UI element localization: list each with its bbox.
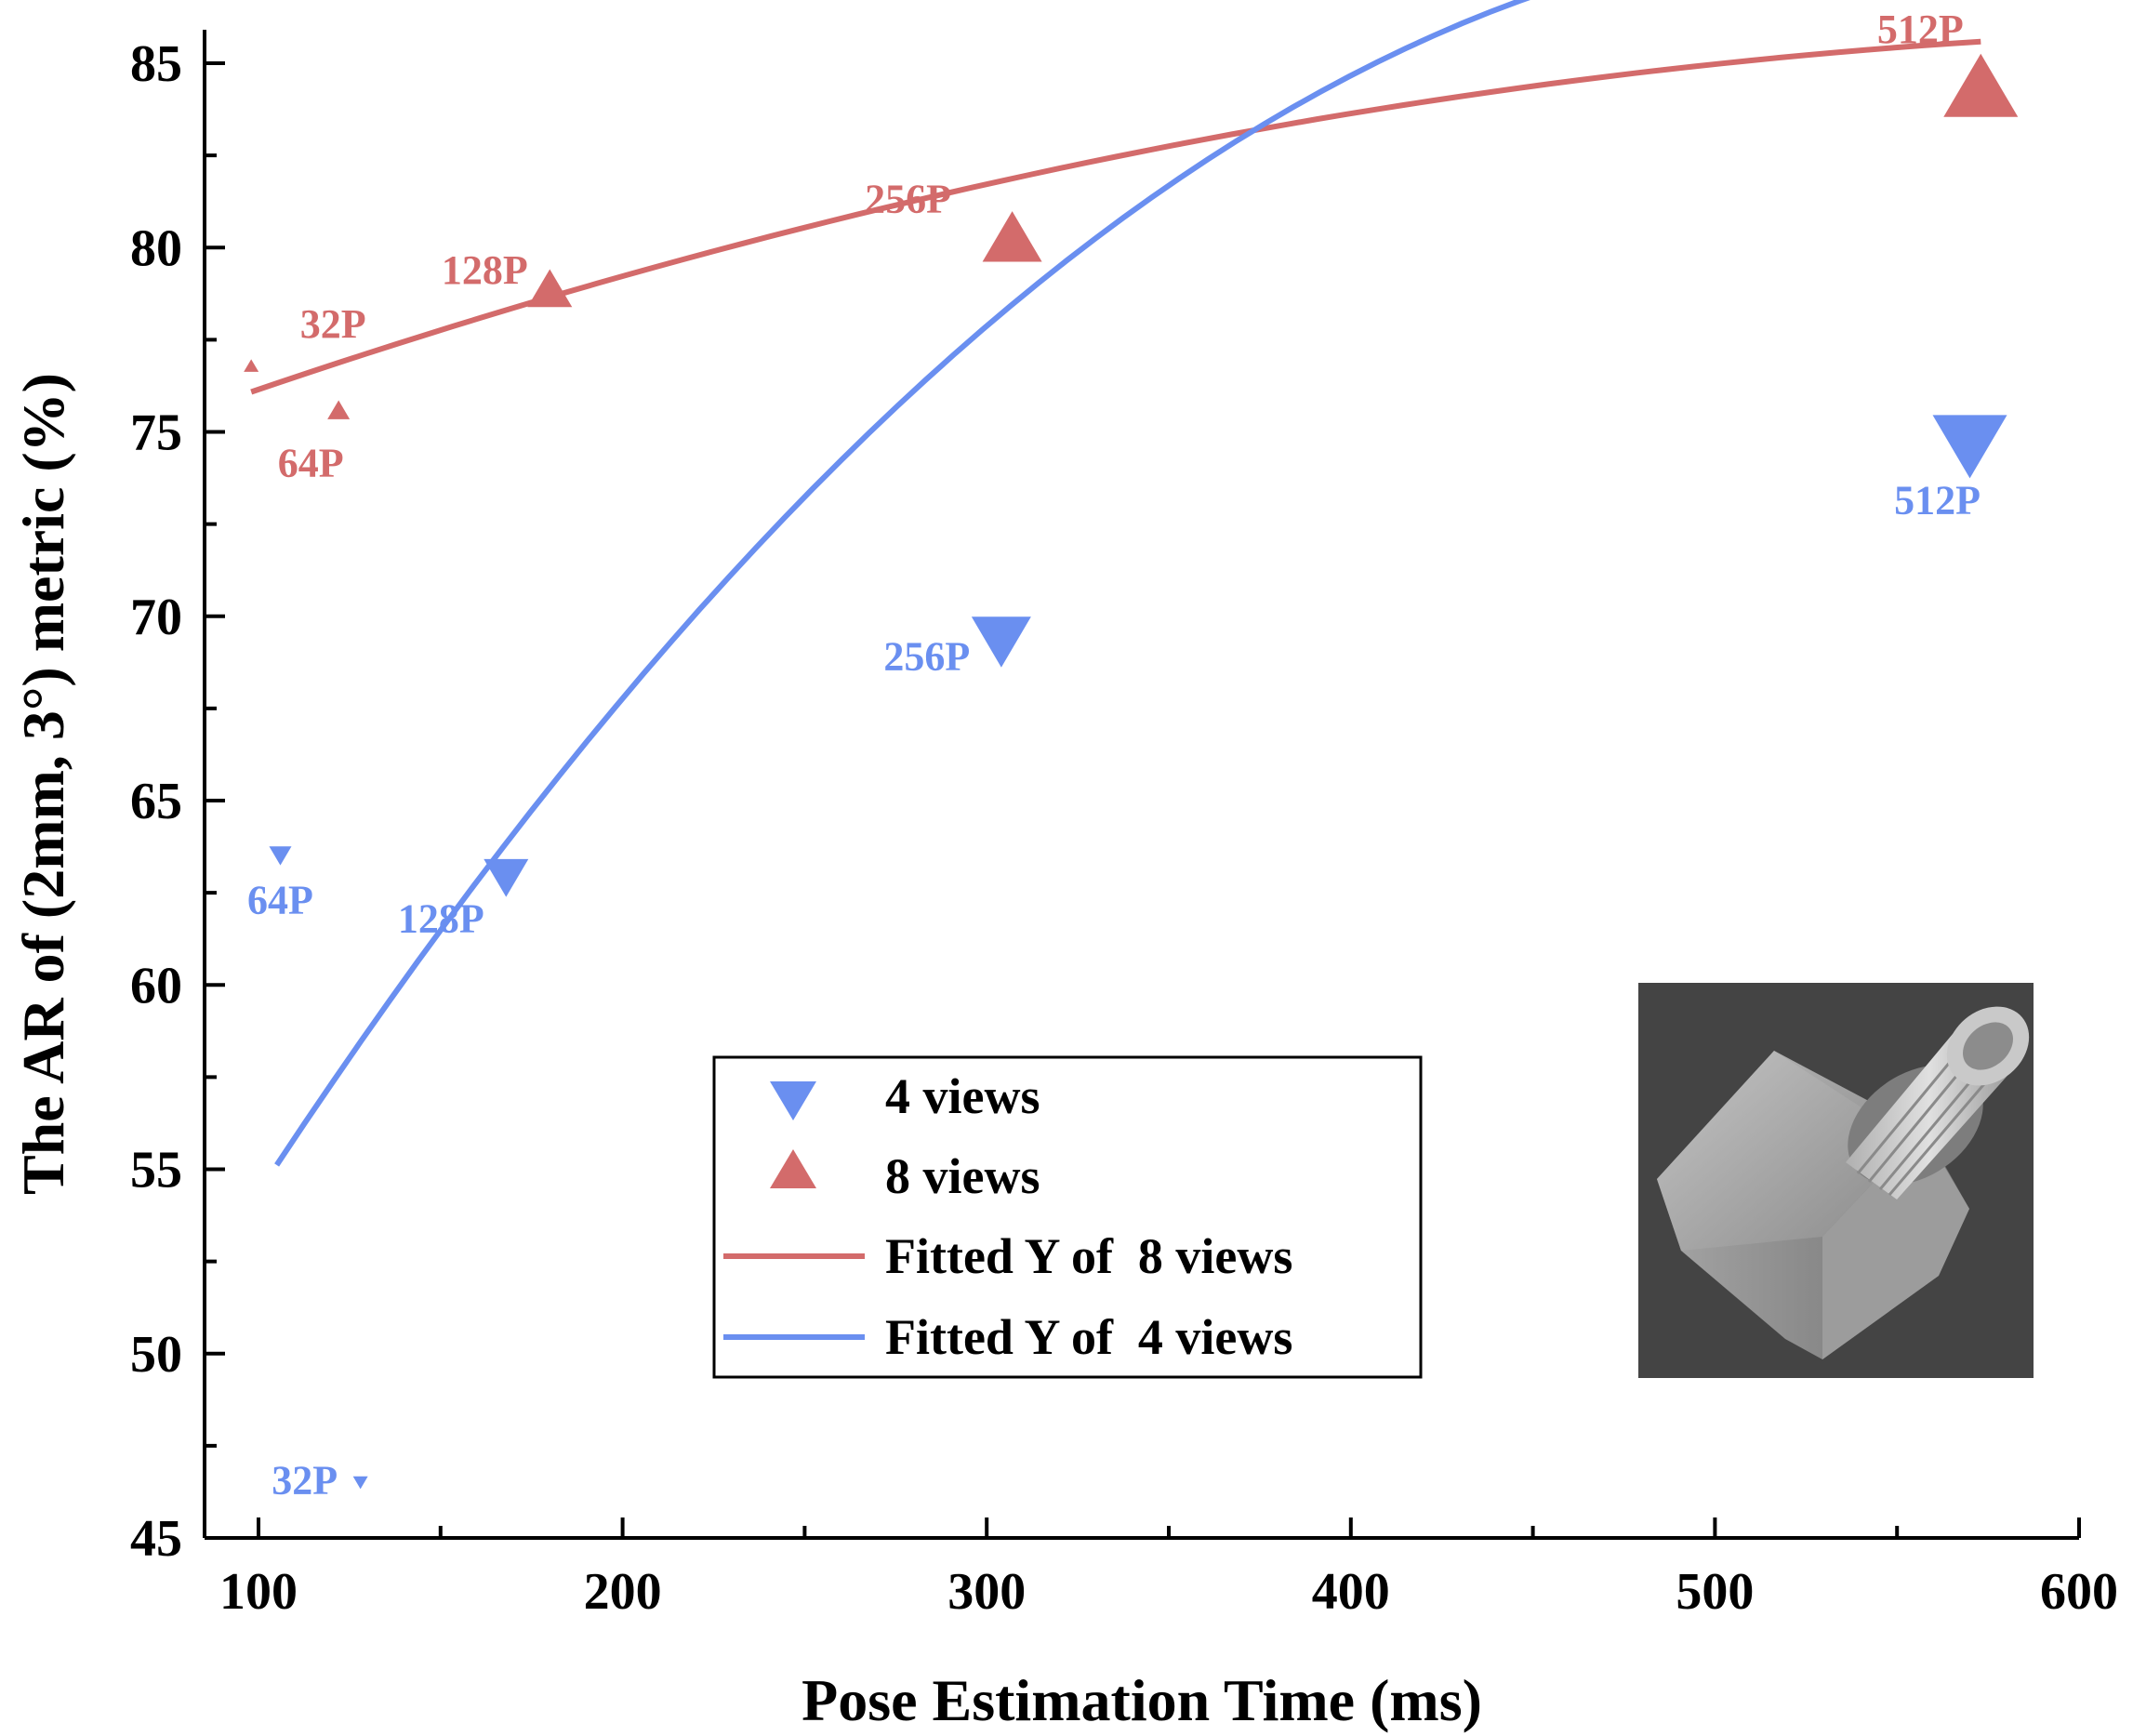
legend-fit4-label: Fitted Y of 4 views (885, 1309, 1292, 1365)
label-8views-64P: 64P (278, 441, 344, 486)
x-axis-title: Pose Estimation Time (ms) (802, 1667, 1482, 1733)
legend-fit8-label: Fitted Y of 8 views (885, 1228, 1292, 1284)
x-ticks: 100 200 300 400 500 600 (219, 1517, 2118, 1621)
inset-body-top (1657, 1051, 1923, 1251)
y-tick-label: 80 (130, 219, 182, 277)
inset-object-image (1638, 983, 2034, 1378)
point-4views-32P (352, 1476, 368, 1490)
point-8views-128P (527, 269, 573, 308)
x-tick-label: 200 (584, 1563, 662, 1621)
point-8views-256P (982, 211, 1042, 262)
label-4views-512P: 512P (1894, 477, 1981, 523)
legend-4views-label: 4 views (885, 1068, 1040, 1124)
point-4views-256P (971, 616, 1031, 668)
label-8views-32P: 32P (300, 301, 366, 347)
legend-4views-marker (770, 1081, 816, 1120)
point-8views-32P (244, 359, 259, 372)
point-4views-128P (484, 858, 529, 897)
label-4views-128P: 128P (398, 895, 484, 941)
y-tick-label: 75 (130, 404, 182, 462)
x-tick-label: 300 (947, 1563, 1026, 1621)
legend-8views-label: 8 views (885, 1148, 1040, 1204)
label-8views-256P: 256P (865, 176, 951, 221)
y-tick-label: 65 (130, 773, 182, 830)
label-4views-32P: 32P (272, 1458, 338, 1504)
y-tick-label: 50 (130, 1326, 182, 1384)
legend-8views-marker (770, 1149, 816, 1188)
point-4views-512P (1932, 415, 2007, 479)
x-tick-label: 600 (2040, 1563, 2118, 1621)
label-4views-256P: 256P (883, 634, 970, 680)
point-4views-64P (269, 846, 292, 866)
x-tick-label: 100 (219, 1563, 298, 1621)
point-8views-64P (327, 400, 351, 419)
y-tick-label: 70 (130, 589, 182, 646)
inset-thread-hole (1963, 1022, 2013, 1070)
label-4views-64P: 64P (247, 877, 313, 922)
inset-body-face (1822, 1130, 1969, 1359)
x-tick-label: 500 (1676, 1563, 1754, 1621)
y-tick-label: 60 (130, 957, 182, 1014)
data-points: 32P 64P 128P 256P 512P 32P 64P 128P 256P 512P (244, 7, 2019, 1504)
y-tick-label: 85 (130, 35, 182, 93)
fit-line-8-views (250, 38, 1981, 395)
y-axis-title: The AR of (2mm, 3°) metric (%) (10, 373, 76, 1195)
y-tick-label: 55 (130, 1142, 182, 1199)
point-8views-512P (1943, 53, 2019, 117)
y-tick-label: 45 (130, 1510, 182, 1568)
legend-box (712, 1055, 1423, 1379)
legend: 4 views 8 views Fitted Y of 8 views Fitt… (712, 1055, 1423, 1379)
x-tick-label: 400 (1312, 1563, 1390, 1621)
fit-line-4-views (274, 0, 1530, 1167)
label-8views-512P: 512P (1877, 7, 1964, 52)
label-8views-128P: 128P (442, 247, 528, 293)
y-ticks: 45 50 55 60 65 70 75 80 85 (130, 35, 225, 1568)
